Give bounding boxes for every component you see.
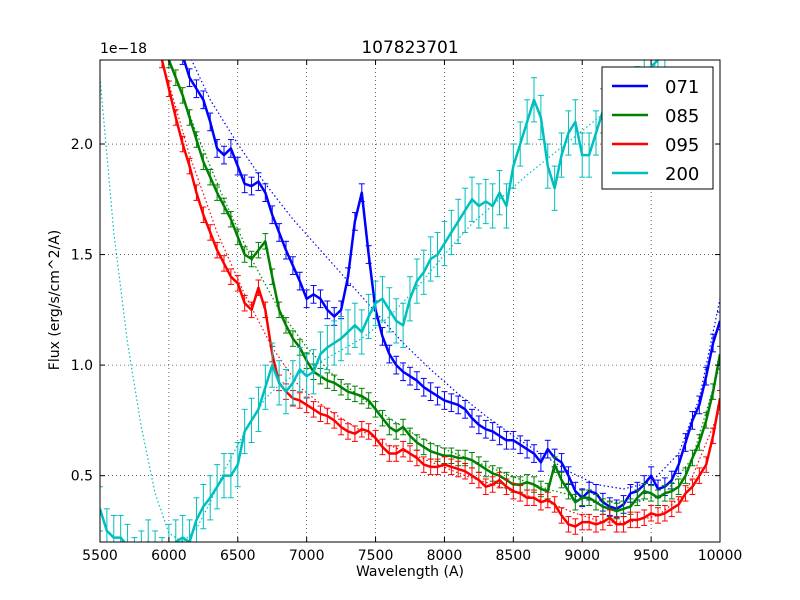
series-200 [100,60,668,542]
x-tick-label: 6500 [220,548,256,564]
series-line-071 [182,60,720,511]
legend-label-085: 085 [665,106,699,127]
legend: 071 085 095 200 [601,66,714,190]
plot-area: 5500 6000 6500 7000 7500 8000 8500 9000 9500 1000… [71,59,743,564]
y-tick-label: 1.5 [71,248,93,264]
data-layer [100,60,720,542]
legend-box [601,66,714,190]
legend-label-071: 071 [665,77,699,98]
x-axis-label: Wavelength (A) [356,564,464,580]
y-axis-label: Flux (erg/s/cm^2/A) [47,230,63,370]
series-line-085 [167,60,720,513]
series-line-200 [100,60,661,542]
ticks: 5500 6000 6500 7000 7500 8000 8500 9000 9500 1000… [71,60,743,564]
x-tick-label: 6000 [151,548,187,564]
x-tick-label: 5500 [82,548,118,564]
axes-frame [99,59,721,543]
x-tick-label: 8000 [427,548,463,564]
series-line-095 [160,60,720,528]
x-tick-label: 9500 [633,548,669,564]
x-tick-label: 9000 [564,548,600,564]
chart-title: 107823701 [361,38,458,58]
y-tick-label: 0.5 [71,469,93,485]
y-axis-offset-label: 1e−18 [100,41,147,57]
x-tick-label: 8500 [496,548,532,564]
x-tick-label: 7500 [358,548,394,564]
y-tick-label: 1.0 [71,358,93,374]
model-fit-071 [190,60,720,490]
series-071 [179,60,720,519]
x-tick-label: 10000 [698,548,743,564]
series-085 [165,60,720,520]
series-095 [159,60,720,535]
x-tick-label: 7000 [289,548,325,564]
legend-label-200: 200 [665,164,699,185]
y-tick-label: 2.0 [71,137,93,153]
legend-label-095: 095 [665,135,699,156]
